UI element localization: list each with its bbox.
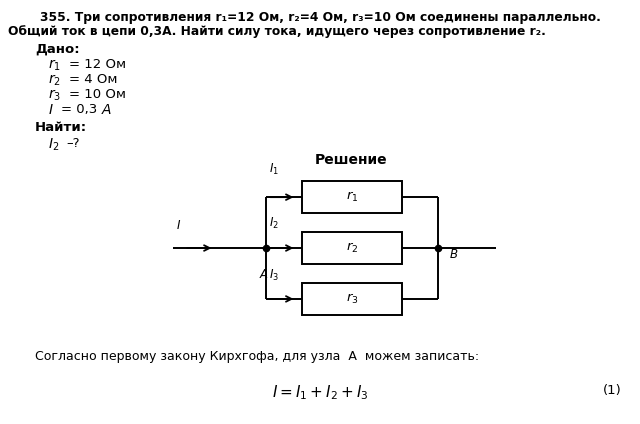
FancyBboxPatch shape	[303, 283, 402, 315]
Text: $I_2$: $I_2$	[48, 137, 60, 153]
Text: = 0,3: = 0,3	[61, 103, 101, 116]
Text: $I_3$: $I_3$	[269, 268, 279, 283]
Text: $I_2$: $I_2$	[269, 216, 278, 231]
Text: Общий ток в цепи 0,3А. Найти силу тока, идущего через сопротивление r₂.: Общий ток в цепи 0,3А. Найти силу тока, …	[8, 25, 545, 39]
Text: Найти:: Найти:	[35, 121, 87, 134]
FancyBboxPatch shape	[303, 232, 402, 264]
Text: $r_2$: $r_2$	[346, 241, 358, 255]
Text: $r_1$: $r_1$	[48, 58, 61, 73]
Text: = 4 Ом: = 4 Ом	[69, 73, 118, 86]
Text: $I = I_1 + I_2 + I_3$: $I = I_1 + I_2 + I_3$	[272, 384, 368, 402]
Text: = 10 Ом: = 10 Ом	[69, 88, 126, 101]
Text: $I$: $I$	[48, 103, 54, 117]
Text: –?: –?	[66, 137, 79, 150]
Text: $r_2$: $r_2$	[48, 73, 61, 88]
Text: (1): (1)	[604, 384, 622, 397]
Text: Решение: Решение	[314, 153, 387, 167]
FancyBboxPatch shape	[303, 181, 402, 213]
Text: $A$: $A$	[259, 268, 269, 282]
Text: 355. Три сопротивления r₁=12 Ом, r₂=4 Ом, r₃=10 Ом соединены параллельно.: 355. Три сопротивления r₁=12 Ом, r₂=4 Ом…	[40, 11, 600, 24]
Text: $I$: $I$	[176, 219, 181, 232]
Text: $B$: $B$	[449, 248, 458, 261]
Text: Согласно первому закону Кирхгофа, для узла  A  можем записать:: Согласно первому закону Кирхгофа, для уз…	[35, 350, 479, 363]
Text: $r_1$: $r_1$	[346, 190, 358, 204]
Text: Дано:: Дано:	[35, 42, 80, 56]
Text: $r_3$: $r_3$	[346, 292, 358, 306]
Text: $A$: $A$	[101, 103, 113, 117]
Text: $I_1$: $I_1$	[269, 162, 279, 177]
Text: = 12 Ом: = 12 Ом	[69, 58, 126, 71]
Text: $r_3$: $r_3$	[48, 88, 61, 103]
